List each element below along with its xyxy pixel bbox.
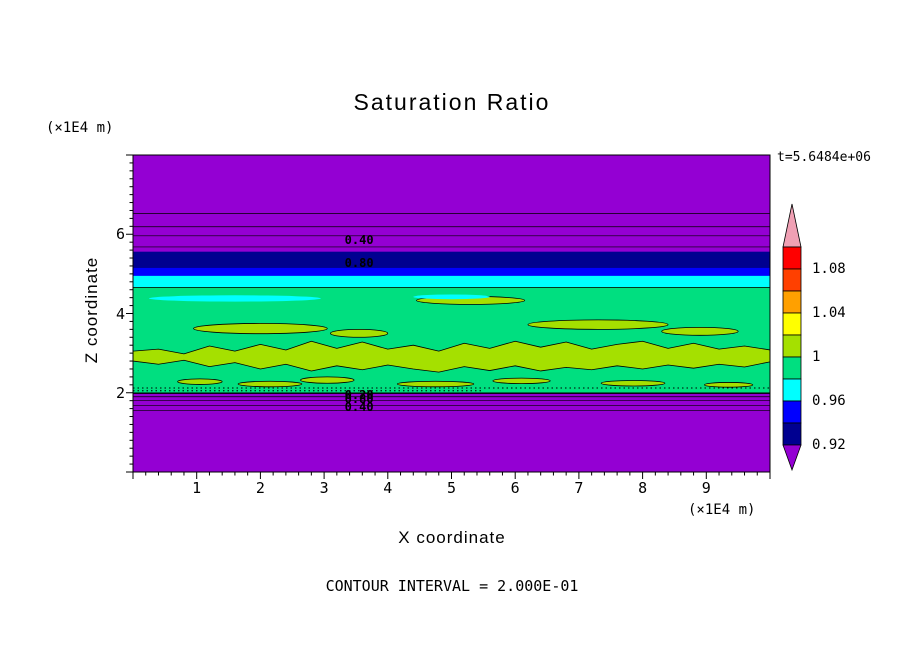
x-tick-label: 5 [446,479,457,497]
z-tick-label: 2 [115,383,125,402]
contour-line-label: 0.40 [344,232,374,247]
contour-line-label: 0.20 [344,388,374,403]
x-tick-label: 7 [574,479,584,497]
x-tick-label: 2 [255,479,265,497]
page-title: Saturation Ratio [353,89,551,115]
z-tick-label: 6 [115,225,125,244]
colorbar-tick-label: 1.08 [812,261,846,277]
contour-line-label: 0.40 [344,400,374,414]
x-tick-label: 3 [319,479,329,497]
x-tick-label: 1 [192,479,202,497]
colorbar-tick-label: 0.96 [812,393,846,409]
x-tick-label: 9 [701,479,711,497]
x-tick-label: 8 [638,479,648,497]
z-axis-title: Z coordinate [82,256,101,364]
contour-line-label: 0.80 [344,256,374,271]
colorbar-tick-label: 1 [812,349,821,365]
timestamp-label: t=5.6484e+06 [777,150,871,165]
contour-interval-note: CONTOUR INTERVAL = 2.000E-01 [325,577,579,595]
contour-line-label: 0.80 [344,392,374,407]
colorbar-tick-label: 0.92 [812,437,846,453]
x-tick-label: 6 [510,479,520,497]
colorbar-tick-label: 1.04 [812,305,846,321]
z-tick-label: 4 [115,304,125,323]
x-axis-unit-label: (×1E4 m) [688,502,756,518]
z-axis-unit-label: (×1E4 m) [46,120,114,136]
x-axis-title: X coordinate [398,528,506,547]
x-tick-label: 4 [383,479,393,497]
